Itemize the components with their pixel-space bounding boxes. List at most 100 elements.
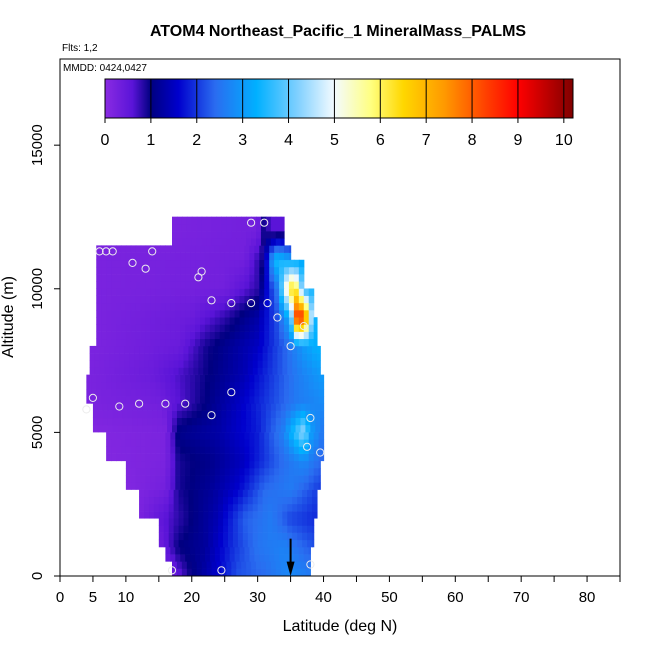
heatmap-cell xyxy=(247,525,254,533)
heatmap-cell xyxy=(176,417,183,426)
heatmap-cell xyxy=(195,274,201,282)
heatmap-cell xyxy=(302,525,308,533)
heatmap-cell xyxy=(140,467,147,476)
heatmap-cell xyxy=(195,396,201,404)
heatmap-cell xyxy=(249,554,255,562)
heatmap-cell xyxy=(214,331,221,340)
heatmap-cell xyxy=(134,367,140,375)
heatmap-cell xyxy=(188,489,195,498)
heatmap-cell xyxy=(148,345,155,354)
heatmap-cell xyxy=(130,453,137,462)
heatmap-cell xyxy=(155,381,162,390)
heatmap-cell xyxy=(125,338,132,347)
heatmap-cell xyxy=(308,432,315,440)
heatmap-cell xyxy=(259,310,265,318)
heatmap-cell xyxy=(195,475,201,483)
heatmap-cell xyxy=(96,310,102,318)
sample-marker xyxy=(299,322,308,331)
heatmap-cell xyxy=(106,252,112,261)
heatmap-cell xyxy=(288,245,292,253)
heatmap-cell xyxy=(140,310,147,318)
heatmap-cell xyxy=(191,568,198,576)
heatmap-cell xyxy=(180,317,186,325)
heatmap-cell xyxy=(139,496,145,505)
heatmap-cell xyxy=(158,489,165,498)
heatmap-cell xyxy=(259,439,265,447)
heatmap-cell xyxy=(254,310,260,318)
heatmap-cell xyxy=(244,338,251,347)
heatmap-cell xyxy=(170,266,176,275)
heatmap-cell xyxy=(298,266,305,275)
heatmap-cell xyxy=(135,295,142,304)
heatmap-cell xyxy=(244,374,251,383)
heatmap-cell xyxy=(229,432,236,440)
heatmap-cell xyxy=(116,317,122,325)
heatmap-cell xyxy=(234,317,241,325)
heatmap-cell xyxy=(279,432,285,440)
heatmap-cell xyxy=(307,539,313,548)
heatmap-cell xyxy=(308,467,315,476)
y-tick-label: 10000 xyxy=(29,268,46,310)
heatmap-cell xyxy=(150,453,157,462)
heatmap-cell xyxy=(293,274,300,282)
heatmap-cell xyxy=(114,345,120,354)
heatmap-cell xyxy=(265,424,272,433)
heatmap-cell xyxy=(140,460,147,469)
heatmap-cell xyxy=(145,338,152,347)
heatmap-cell xyxy=(298,460,305,469)
heatmap-cell xyxy=(244,381,251,390)
heatmap-cell xyxy=(284,338,290,347)
x-tick-label: 10 xyxy=(118,589,135,606)
heatmap-cell xyxy=(153,367,160,375)
heatmap-cell xyxy=(175,252,181,261)
heatmap-cell xyxy=(155,302,162,311)
heatmap-cell xyxy=(213,539,219,548)
heatmap-cell xyxy=(224,460,231,469)
heatmap-cell xyxy=(224,374,231,383)
heatmap-cell xyxy=(142,410,148,419)
heatmap-cell xyxy=(234,554,241,562)
heatmap-cell xyxy=(120,446,127,454)
heatmap-cell xyxy=(313,324,318,332)
heatmap-cell xyxy=(142,403,148,411)
heatmap-cell xyxy=(295,410,302,419)
heatmap-cell xyxy=(175,317,181,325)
heatmap-cell xyxy=(223,503,229,512)
heatmap-cell xyxy=(292,360,298,368)
heatmap-cell xyxy=(288,460,295,469)
heatmap-cell xyxy=(99,345,106,354)
heatmap-cell xyxy=(320,424,325,433)
heatmap-cell xyxy=(234,439,241,447)
heatmap-cell xyxy=(265,238,272,246)
heatmap-cell xyxy=(293,302,300,311)
heatmap-cell xyxy=(224,317,231,325)
heatmap-cell xyxy=(107,403,114,411)
heatmap-cell xyxy=(209,554,216,562)
heatmap-cell xyxy=(155,252,162,261)
heatmap-cell xyxy=(234,259,241,268)
heatmap-cell xyxy=(277,360,283,368)
heatmap-cell xyxy=(188,532,195,541)
heatmap-cell xyxy=(303,482,310,490)
heatmap-cell xyxy=(185,331,191,340)
heatmap-cell xyxy=(213,511,219,519)
heatmap-cell xyxy=(175,453,181,462)
heatmap-cell xyxy=(165,259,171,268)
heatmap-cell xyxy=(145,310,152,318)
heatmap-cell xyxy=(116,374,122,383)
heatmap-cell xyxy=(180,432,186,440)
heatmap-cell xyxy=(312,496,318,505)
heatmap-cell xyxy=(186,403,193,411)
heatmap-cell xyxy=(313,396,320,404)
heatmap-cell xyxy=(275,417,282,426)
heatmap-cell xyxy=(241,238,247,246)
heatmap-cell xyxy=(297,360,303,368)
heatmap-cell xyxy=(292,489,298,498)
heatmap-cell xyxy=(272,345,279,354)
heatmap-cell xyxy=(163,511,170,519)
heatmap-cell xyxy=(305,410,311,419)
heatmap-cell xyxy=(106,281,112,289)
heatmap-cell xyxy=(130,467,137,476)
heatmap-cell xyxy=(214,288,221,296)
heatmap-cell xyxy=(269,259,275,268)
